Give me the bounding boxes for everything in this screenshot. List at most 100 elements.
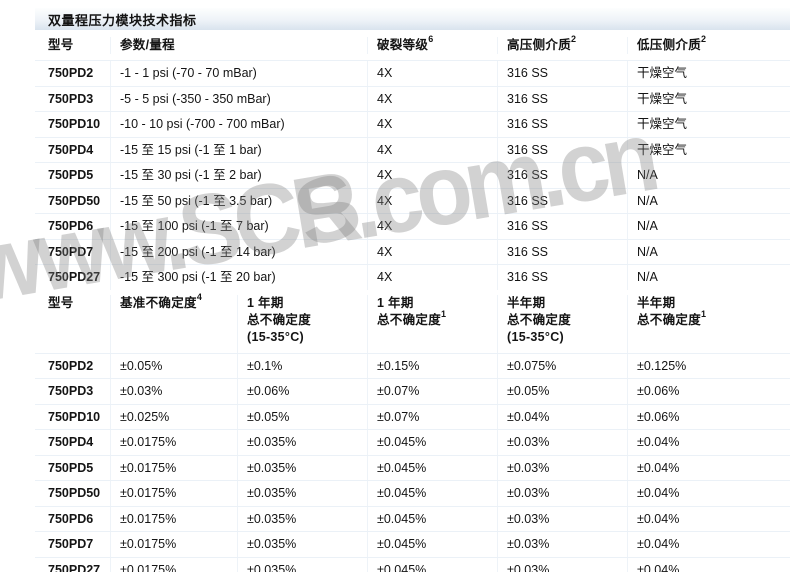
header-line: 高压侧介质2 bbox=[507, 34, 577, 52]
value-cell: ±0.0175% bbox=[110, 481, 237, 506]
value-cell: 干燥空气 bbox=[627, 137, 790, 162]
value-cell: ±0.04% bbox=[627, 557, 790, 572]
value-cell: ±0.045% bbox=[367, 430, 497, 455]
value-cell: ±0.0175% bbox=[110, 506, 237, 531]
model-cell: 750PD4 bbox=[48, 142, 94, 157]
value-cell: -15 至 50 psi (-1 至 3.5 bar) bbox=[110, 188, 367, 213]
value-cell: ±0.045% bbox=[367, 455, 497, 480]
table-row: 750PD27 -15 至 300 psi (-1 至 20 bar) 4X 316 … bbox=[35, 264, 790, 290]
value-cell: ±0.035% bbox=[237, 430, 367, 455]
model-cell: 750PD50 bbox=[48, 193, 101, 208]
model-cell: 750PD27 bbox=[48, 270, 101, 284]
table-row: 750PD7 ±0.0175% ±0.035% ±0.045% ±0.03% ±0.04% bbox=[35, 531, 790, 557]
value-cell: ±0.07% bbox=[367, 404, 497, 429]
value-cell: 4X bbox=[367, 112, 497, 137]
value-cell: ±0.15% bbox=[367, 353, 497, 378]
table-row: 750PD5 ±0.0175% ±0.035% ±0.045% ±0.03% ±0.04% bbox=[35, 454, 790, 480]
model-cell: 750PD7 bbox=[48, 244, 94, 259]
header-cell: 低压侧介质2 bbox=[627, 35, 790, 54]
table-title: 双量程压力模块技术指标 bbox=[35, 8, 790, 30]
header-line: 总不确定度1 bbox=[637, 309, 707, 327]
value-cell: N/A bbox=[627, 214, 790, 239]
value-cell: ±0.07% bbox=[367, 379, 497, 404]
value-cell: ±0.05% bbox=[110, 353, 237, 378]
value-cell: ±0.0175% bbox=[110, 557, 237, 572]
header-line: 基准不确定度4 bbox=[120, 292, 203, 310]
header-line: (15-35°C) bbox=[247, 329, 305, 344]
model-cell: 750PD27 bbox=[48, 562, 101, 572]
value-cell: ±0.03% bbox=[110, 379, 237, 404]
value-cell: -10 - 10 psi (-700 - 700 mBar) bbox=[110, 112, 367, 137]
value-cell: ±0.0175% bbox=[110, 532, 237, 557]
table-header-row: 型号 参数/量程 破裂等级6 高压侧介质2 低压侧介质2 bbox=[35, 30, 790, 60]
value-cell: ±0.045% bbox=[367, 506, 497, 531]
spec-table-ranges: 型号 参数/量程 破裂等级6 高压侧介质2 低压侧介质2 750PD2 -1 - 1 ps… bbox=[35, 30, 790, 290]
header-line: 型号 bbox=[48, 295, 74, 310]
table-header-row: 型号 基准不确定度4 1 年期 总不确定度 (15-35°C) 1 年期 总不确定度1 半年期… bbox=[35, 290, 790, 353]
header-line: 1 年期 bbox=[377, 295, 414, 310]
header-line: (15-35°C) bbox=[507, 329, 565, 344]
footnote-superscript: 4 bbox=[196, 292, 203, 303]
value-cell: ±0.045% bbox=[367, 532, 497, 557]
value-cell: 316 SS bbox=[497, 188, 627, 213]
value-cell: ±0.075% bbox=[497, 353, 627, 378]
table-row: 750PD10 ±0.025% ±0.05% ±0.07% ±0.04% ±0.06% bbox=[35, 403, 790, 429]
value-cell: ±0.125% bbox=[627, 353, 790, 378]
value-cell: -1 - 1 psi (-70 - 70 mBar) bbox=[110, 61, 367, 86]
table-row: 750PD3 ±0.03% ±0.06% ±0.07% ±0.05% ±0.06% bbox=[35, 378, 790, 404]
header-cell: 高压侧介质2 bbox=[497, 34, 627, 54]
value-cell: ±0.04% bbox=[627, 532, 790, 557]
value-cell: ±0.03% bbox=[497, 481, 627, 506]
header-line: 破裂等级6 bbox=[377, 34, 434, 52]
table-body: 750PD2 ±0.05% ±0.1% ±0.15% ±0.075% ±0.125% 750… bbox=[35, 352, 790, 572]
value-cell: 4X bbox=[367, 86, 497, 111]
header-cell: 型号 bbox=[35, 37, 110, 54]
value-cell: -15 至 100 psi (-1 至 7 bar) bbox=[110, 214, 367, 239]
value-cell: ±0.06% bbox=[237, 379, 367, 404]
value-cell: ±0.035% bbox=[237, 557, 367, 572]
value-cell: 4X bbox=[367, 163, 497, 188]
value-cell: ±0.04% bbox=[627, 506, 790, 531]
table-row: 750PD7 -15 至 200 psi (-1 至 14 bar) 4X 316 S… bbox=[35, 238, 790, 264]
value-cell: 4X bbox=[367, 239, 497, 264]
value-cell: ±0.035% bbox=[237, 481, 367, 506]
value-cell: 316 SS bbox=[497, 163, 627, 188]
table-row: 750PD2 -1 - 1 psi (-70 - 70 mBar) 4X 316 SS… bbox=[35, 60, 790, 86]
value-cell: ±0.03% bbox=[497, 532, 627, 557]
value-cell: N/A bbox=[627, 188, 790, 213]
table-row: 750PD4 ±0.0175% ±0.035% ±0.045% ±0.03% ±0.04% bbox=[35, 429, 790, 455]
model-cell: 750PD2 bbox=[48, 66, 94, 80]
value-cell: 干燥空气 bbox=[627, 61, 790, 86]
header-line: 型号 bbox=[48, 37, 74, 52]
value-cell: 4X bbox=[367, 214, 497, 239]
value-cell: N/A bbox=[627, 265, 790, 290]
model-cell: 750PD3 bbox=[48, 384, 94, 398]
model-cell: 750PD5 bbox=[48, 168, 94, 182]
header-cell: 半年期 总不确定度1 bbox=[627, 294, 790, 353]
header-line: 半年期 bbox=[507, 295, 546, 310]
value-cell: 316 SS bbox=[497, 86, 627, 111]
value-cell: ±0.04% bbox=[497, 404, 627, 429]
value-cell: ±0.045% bbox=[367, 481, 497, 506]
header-cell: 半年期 总不确定度 (15-35°C) bbox=[497, 294, 627, 353]
value-cell: ±0.035% bbox=[237, 532, 367, 557]
value-cell: ±0.03% bbox=[497, 430, 627, 455]
value-cell: ±0.025% bbox=[110, 404, 237, 429]
value-cell: ±0.0175% bbox=[110, 455, 237, 480]
value-cell: ±0.04% bbox=[627, 481, 790, 506]
header-cell: 1 年期 总不确定度 (15-35°C) bbox=[237, 294, 367, 353]
value-cell: ±0.03% bbox=[497, 455, 627, 480]
footnote-superscript: 1 bbox=[441, 309, 447, 320]
header-line: 总不确定度1 bbox=[377, 309, 447, 327]
value-cell: ±0.06% bbox=[627, 379, 790, 404]
model-cell: 750PD10 bbox=[48, 117, 101, 131]
value-cell: 316 SS bbox=[497, 265, 627, 290]
model-cell: 750PD5 bbox=[48, 460, 94, 475]
value-cell: ±0.0175% bbox=[110, 430, 237, 455]
value-cell: 4X bbox=[367, 61, 497, 86]
footnote-superscript: 6 bbox=[428, 34, 434, 45]
value-cell: 4X bbox=[367, 188, 497, 213]
table-row: 750PD6 -15 至 100 psi (-1 至 7 bar) 4X 316 SS… bbox=[35, 213, 790, 239]
value-cell: ±0.03% bbox=[497, 557, 627, 572]
table-row: 750PD27 ±0.0175% ±0.035% ±0.045% ±0.03% ±0.04… bbox=[35, 556, 790, 572]
